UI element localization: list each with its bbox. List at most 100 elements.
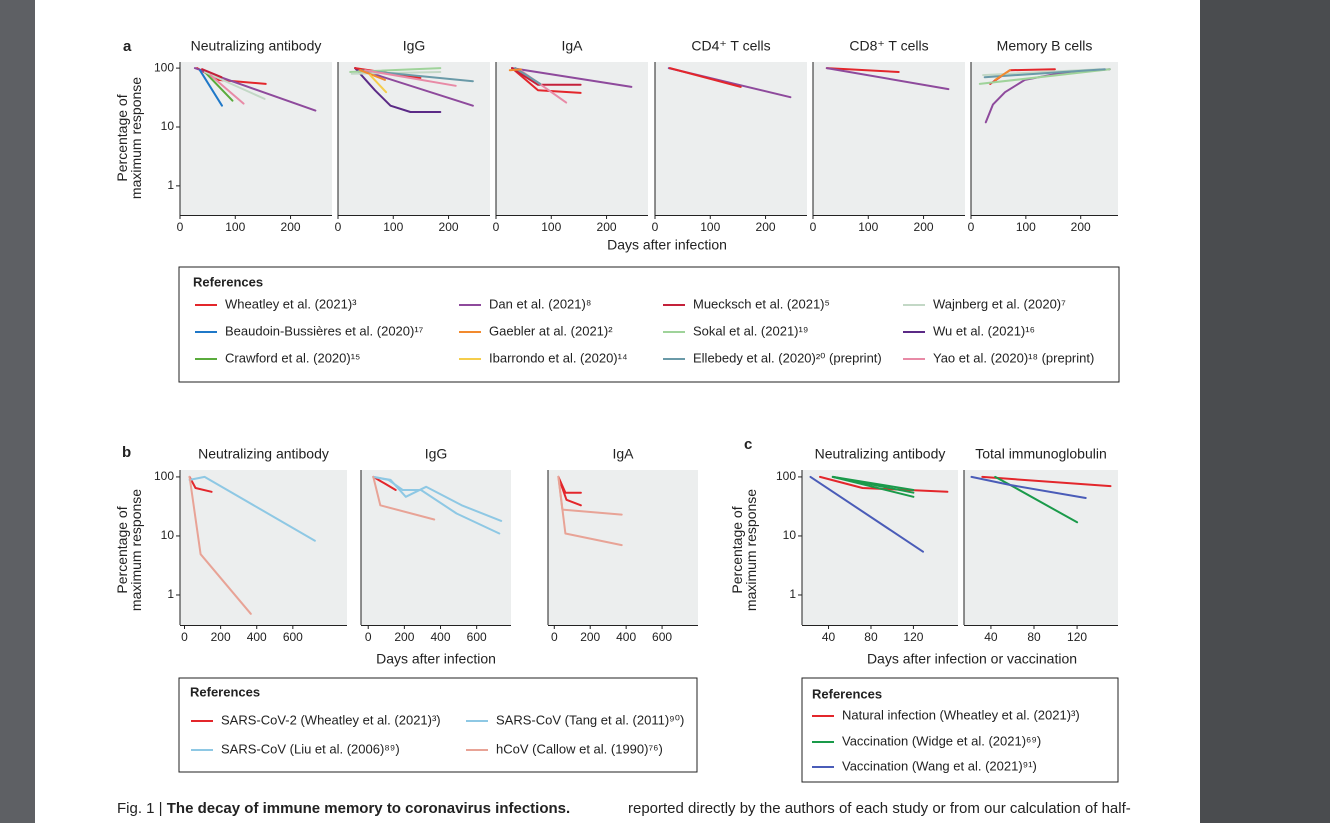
chart-title: CD4⁺ T cells <box>691 38 770 54</box>
plot-area <box>971 62 1118 215</box>
caption-title: The decay of immune memory to coronaviru… <box>167 800 570 817</box>
data-line <box>514 67 542 85</box>
chart-title: IgA <box>612 446 634 462</box>
data-line <box>188 475 316 542</box>
legend-label: Ellebedy et al. (2020)²⁰ (preprint) <box>693 350 882 365</box>
y-tick-label: 1 <box>789 587 796 601</box>
y-axis-label-line: maximum response <box>128 77 144 199</box>
data-line <box>825 67 900 73</box>
legend-label: SARS-CoV (Liu et al. (2006)⁸⁹) <box>221 741 400 756</box>
y-axis-label: Percentage ofmaximum response <box>729 489 759 611</box>
data-line <box>511 67 633 88</box>
x-tick-label: 0 <box>177 220 184 234</box>
plot-area <box>655 62 807 215</box>
data-line <box>511 67 582 94</box>
data-line <box>364 69 457 87</box>
chart-title: Neutralizing antibody <box>198 446 329 462</box>
x-tick-label: 0 <box>810 220 817 234</box>
legend-label: hCoV (Callow et al. (1990)⁷⁶) <box>496 741 663 756</box>
right-margin <box>1200 0 1330 823</box>
data-line <box>825 67 950 91</box>
data-line <box>201 68 223 79</box>
panel-letter: b <box>122 444 131 461</box>
x-tick-label: 100 <box>700 220 720 234</box>
chart-title: CD8⁺ T cells <box>849 38 928 54</box>
legend-label: SARS-CoV-2 (Wheatley et al. (2021)³) <box>221 712 441 727</box>
legend-box <box>801 677 1119 783</box>
x-tick-label: 0 <box>652 220 659 234</box>
y-tick-label: 100 <box>776 469 796 483</box>
x-axis-label: Days after infection <box>376 651 496 667</box>
plot-area <box>180 62 332 215</box>
y-tick-label: 10 <box>783 528 797 542</box>
x-tick-label: 0 <box>335 220 342 234</box>
legend-label: Wajnberg et al. (2020)⁷ <box>933 296 1066 311</box>
x-tick-label: 0 <box>365 630 372 644</box>
legend-label: Wu et al. (2021)¹⁶ <box>933 323 1035 338</box>
x-tick-label: 200 <box>439 220 459 234</box>
y-tick-label: 1 <box>167 178 174 192</box>
chart-title: Memory B cells <box>997 38 1093 54</box>
x-tick-label: 200 <box>394 630 414 644</box>
plot-area <box>964 470 1118 625</box>
plot-area <box>338 62 490 215</box>
plot-area <box>813 62 965 215</box>
legend-label: Natural infection (Wheatley et al. (2021… <box>842 707 1080 722</box>
data-line <box>831 475 915 498</box>
x-tick-label: 40 <box>822 630 836 644</box>
data-line <box>668 67 742 88</box>
legend-title: References <box>193 274 263 289</box>
x-tick-label: 200 <box>597 220 617 234</box>
data-line <box>819 475 949 493</box>
data-line <box>508 68 522 72</box>
legend-label: Wheatley et al. (2021)³ <box>225 296 357 311</box>
x-tick-label: 0 <box>493 220 500 234</box>
y-axis-label-line: Percentage of <box>114 94 130 181</box>
data-line <box>372 475 397 491</box>
chart-title: IgA <box>561 38 583 54</box>
data-line <box>372 475 436 521</box>
y-axis-label-line: maximum response <box>743 489 759 611</box>
legend-label: Yao et al. (2020)¹⁸ (preprint) <box>933 350 1094 365</box>
data-line <box>354 67 442 113</box>
data-line <box>372 475 501 535</box>
x-tick-label: 200 <box>1071 220 1091 234</box>
x-tick-label: 400 <box>431 630 451 644</box>
y-tick-label: 1 <box>167 587 174 601</box>
x-tick-label: 40 <box>984 630 998 644</box>
caption-head: Fig. 1 | The decay of immune memory to c… <box>117 800 570 817</box>
y-axis-label: Percentage ofmaximum response <box>114 77 144 199</box>
x-tick-label: 120 <box>903 630 923 644</box>
left-margin <box>0 0 35 823</box>
plot-area <box>361 470 511 625</box>
legend-label: Vaccination (Wang et al. (2021)⁹¹) <box>842 758 1037 773</box>
data-line <box>203 71 266 100</box>
data-line <box>557 475 623 547</box>
legend-label: Gaebler at al. (2021)² <box>489 323 613 338</box>
x-tick-label: 100 <box>383 220 403 234</box>
data-line <box>983 68 1106 79</box>
data-line <box>994 69 1011 81</box>
legend-label: Dan et al. (2021)⁸ <box>489 296 591 311</box>
x-tick-label: 100 <box>1016 220 1036 234</box>
data-line <box>970 475 1087 499</box>
panel-letter: a <box>123 38 132 55</box>
x-tick-label: 80 <box>864 630 878 644</box>
y-tick-label: 100 <box>154 469 174 483</box>
x-tick-label: 120 <box>1067 630 1087 644</box>
data-line <box>809 475 924 553</box>
panel-letter: c <box>744 436 752 453</box>
x-tick-label: 600 <box>652 630 672 644</box>
x-tick-label: 200 <box>914 220 934 234</box>
y-tick-label: 100 <box>154 60 174 74</box>
chart-title: Total immunoglobulin <box>975 446 1107 462</box>
x-axis-label: Days after infection <box>607 237 727 253</box>
legend-label: Beaudoin-Bussières et al. (2020)¹⁷ <box>225 323 424 338</box>
data-line <box>557 475 582 507</box>
x-axis-label: Days after infection or vaccination <box>867 651 1077 667</box>
data-line <box>981 475 1112 488</box>
data-line <box>511 67 582 86</box>
legend-box <box>178 677 698 773</box>
